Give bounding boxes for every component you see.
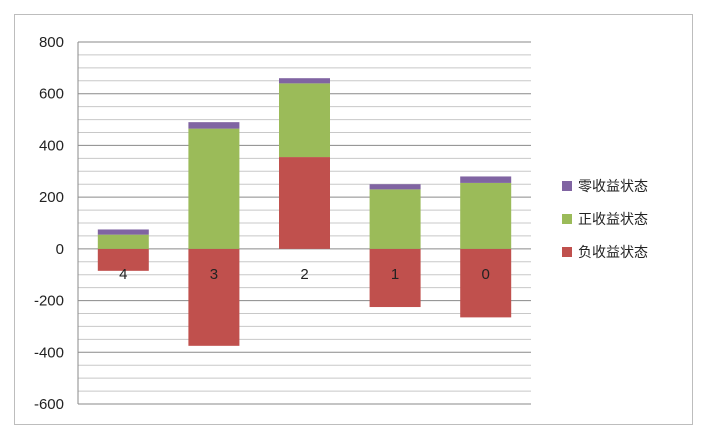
bar-零收益状态-2 [279, 78, 330, 84]
y-tick-label: 800 [39, 34, 64, 51]
category-labels: 4 3 2 1 0 [119, 266, 490, 283]
y-axis-labels: 800 600 400 200 0 -200 -400 -600 [34, 34, 64, 413]
legend-swatch [562, 181, 572, 191]
y-tick-label: -200 [34, 293, 64, 310]
y-tick-label: 0 [56, 241, 64, 258]
bar-正收益状态-1 [369, 189, 421, 249]
category-label: 0 [482, 266, 490, 283]
y-tick-label: 200 [39, 189, 64, 206]
chart-frame [14, 14, 693, 425]
bar-零收益状态-0 [460, 176, 512, 183]
category-label: 1 [391, 266, 399, 283]
bar-正收益状态-3 [188, 128, 240, 249]
bar-负收益状态-3 [188, 248, 240, 346]
legend-swatch [562, 247, 572, 257]
bar-正收益状态-2 [279, 83, 330, 158]
legend-label: 正收益状态 [578, 212, 648, 228]
legend-label: 负收益状态 [578, 245, 648, 261]
bar-零收益状态-1 [369, 184, 421, 190]
y-tick-label: -400 [34, 344, 64, 361]
bar-正收益状态-4 [97, 234, 149, 249]
legend-swatch [562, 214, 572, 224]
category-label: 4 [119, 266, 127, 283]
y-tick-label: 400 [39, 137, 64, 154]
bar-负收益状态-0 [460, 248, 512, 318]
bar-零收益状态-3 [188, 122, 240, 129]
bar-负收益状态-4 [97, 248, 149, 271]
legend-label: 零收益状态 [578, 179, 648, 195]
bars [97, 78, 512, 346]
bar-正收益状态-0 [460, 182, 512, 249]
bar-负收益状态-2 [279, 157, 330, 249]
y-tick-label: -600 [34, 396, 64, 413]
category-label: 2 [300, 266, 308, 283]
category-label: 3 [210, 266, 218, 283]
bar-负收益状态-1 [369, 248, 421, 308]
y-tick-label: 600 [39, 86, 64, 103]
bar-零收益状态-4 [97, 229, 149, 235]
